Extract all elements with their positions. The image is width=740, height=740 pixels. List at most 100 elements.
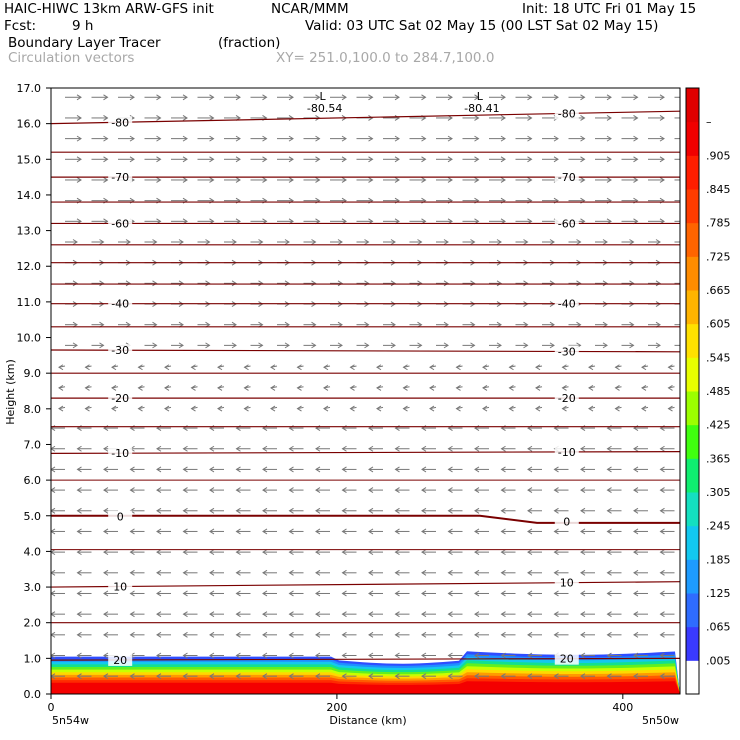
wind-arrowhead — [51, 631, 56, 638]
wind-arrowhead — [368, 487, 374, 494]
wind-arrowhead — [315, 135, 321, 142]
wind-arrowhead — [368, 115, 374, 121]
wind-arrowhead — [500, 652, 506, 659]
contour-label: -30 — [558, 345, 576, 358]
wind-arrowhead — [288, 94, 294, 101]
wind-arrowhead — [394, 528, 400, 535]
wind-arrowhead — [421, 156, 427, 163]
wind-arrowhead — [501, 74, 505, 79]
wind-arrowhead — [349, 405, 355, 412]
wind-arrowhead — [103, 507, 109, 514]
wind-arrowhead — [152, 342, 158, 349]
wind-arrowhead — [527, 673, 533, 680]
wind-arrowhead — [341, 590, 347, 597]
x-end-label: 5n50w — [642, 714, 679, 727]
wind-arrowhead — [51, 487, 56, 494]
wind-arrowhead — [76, 507, 82, 514]
wind-arrowhead — [137, 384, 143, 391]
wind-arrowhead — [527, 569, 533, 576]
wind-arrowhead — [402, 384, 408, 391]
wind-arrowhead — [659, 466, 665, 473]
wind-arrowhead — [76, 466, 82, 473]
colorbar-label: .545 — [706, 351, 731, 364]
wind-arrowhead — [164, 384, 170, 391]
tracer-fill — [51, 651, 680, 694]
wind-arrowhead — [394, 631, 400, 638]
contour-label-bg — [554, 576, 579, 589]
wind-arrowhead — [209, 445, 215, 452]
wind-arrowhead — [262, 466, 268, 473]
wind-arrowhead — [76, 177, 82, 183]
wind-arrowhead — [288, 445, 294, 452]
wind-arrowhead — [527, 507, 533, 514]
wind-arrowhead — [235, 507, 241, 514]
wind-arrowhead — [659, 445, 665, 452]
wind-arrowhead — [235, 135, 241, 142]
wind-arrowhead — [263, 74, 267, 79]
low-marker: L — [477, 90, 484, 103]
contour-label: -60 — [111, 217, 129, 230]
wind-arrowhead — [368, 528, 374, 535]
wind-arrowhead — [51, 611, 56, 618]
wind-arrowhead — [156, 94, 162, 101]
contour-label: 20 — [113, 654, 127, 667]
wind-arrowhead — [183, 74, 187, 79]
wind-arrowhead — [496, 342, 502, 349]
wind-arrowhead — [421, 135, 427, 142]
wind-arrowhead — [417, 342, 423, 349]
wind-arrowhead — [315, 466, 321, 473]
wind-arrowhead — [84, 364, 90, 371]
wind-arrowhead — [390, 239, 396, 245]
wind-arrowhead — [629, 239, 635, 245]
wind-arrowhead — [190, 364, 196, 371]
wind-arrowhead — [508, 384, 514, 391]
wind-arrowhead — [527, 156, 533, 163]
wind-arrowhead — [368, 177, 374, 183]
wind-arrowhead — [288, 487, 294, 494]
wind-arrowhead — [580, 611, 586, 618]
wind-arrowhead — [523, 239, 529, 245]
wind-arrowhead — [633, 445, 639, 452]
wind-arrowhead — [606, 569, 612, 576]
wind-arrowhead — [296, 405, 302, 412]
low-value: -80.54 — [307, 102, 342, 115]
wind-arrowhead — [527, 652, 533, 659]
wind-arrowhead — [659, 631, 665, 638]
y-tick-label: 17.0 — [17, 82, 42, 95]
wind-arrowhead — [270, 405, 276, 412]
colorbar-label: .125 — [706, 587, 731, 600]
wind-arrowhead — [288, 569, 294, 576]
colorbar-swatch — [686, 391, 699, 426]
wind-arrowhead — [455, 364, 461, 371]
colorbar-label: .065 — [706, 621, 731, 634]
wind-arrowhead — [474, 652, 480, 659]
colorbar-label: .305 — [706, 486, 731, 499]
wind-arrowhead — [341, 569, 347, 576]
wind-arrowhead — [315, 94, 321, 101]
wind-arrowhead — [429, 384, 435, 391]
wind-arrowhead — [508, 405, 514, 412]
wind-arrowhead — [447, 611, 453, 618]
wind-arrowhead — [368, 549, 374, 556]
wind-arrowhead — [553, 631, 559, 638]
org-label: NCAR/MMM — [271, 1, 349, 17]
wind-arrowhead — [368, 590, 374, 597]
wind-arrowhead — [284, 239, 290, 245]
wind-arrowhead — [667, 384, 673, 391]
y-tick-label: 5.0 — [24, 510, 42, 523]
wind-arrowhead — [641, 405, 647, 412]
wind-arrowhead — [103, 135, 109, 142]
wind-arrowhead — [130, 74, 134, 79]
wind-arrowhead — [262, 673, 268, 680]
wind-arrowhead — [288, 507, 294, 514]
wind-arrowhead — [129, 631, 135, 638]
wind-arrowhead — [606, 445, 612, 452]
wind-arrowhead — [323, 364, 329, 371]
wind-arrowhead — [394, 466, 400, 473]
contour-label-bg — [108, 447, 133, 460]
wind-arrowhead — [178, 280, 184, 287]
wind-arrowhead — [76, 445, 82, 452]
wind-arrowhead — [500, 156, 506, 163]
wind-arrowhead — [606, 528, 612, 535]
wind-arrowhead — [156, 590, 162, 597]
